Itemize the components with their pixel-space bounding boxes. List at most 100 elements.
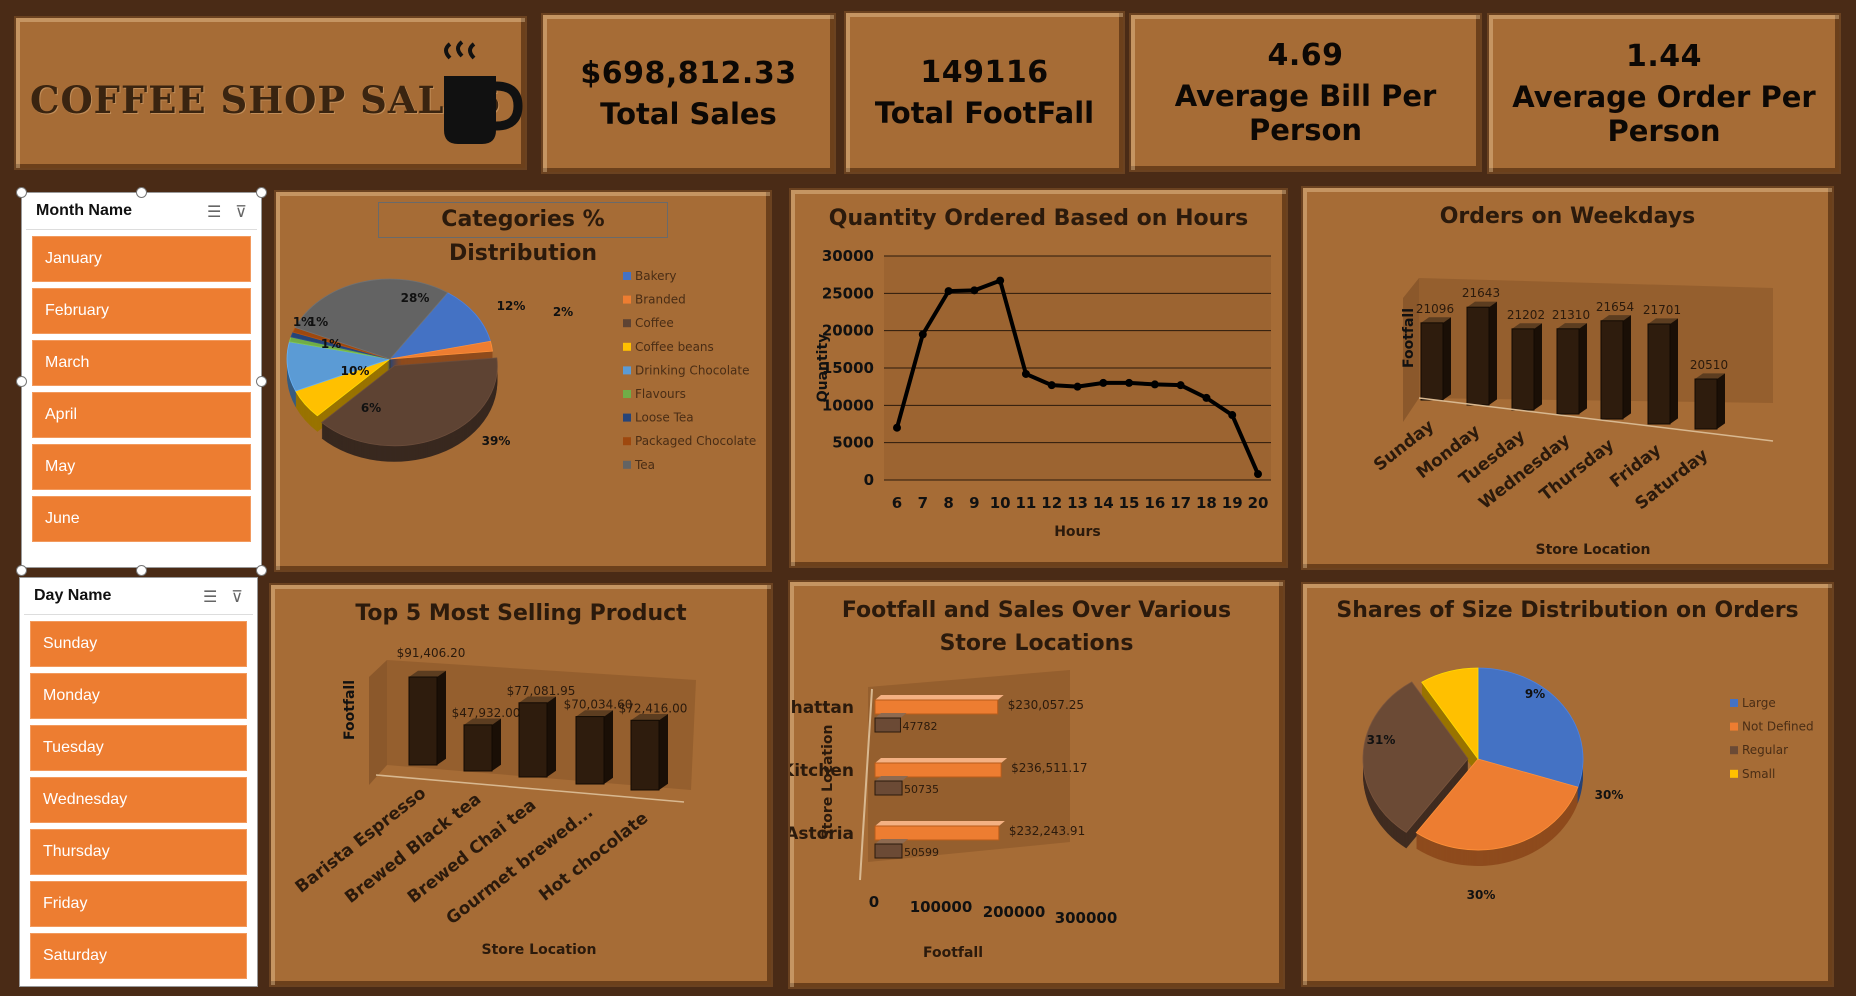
slicer-item-wednesday[interactable]: Wednesday: [30, 777, 247, 823]
resize-handle[interactable]: [136, 187, 147, 198]
data-label: $47,932.00: [452, 706, 521, 720]
data-label: 10%: [341, 364, 370, 378]
slicer-item-february[interactable]: February: [32, 288, 251, 334]
legend-swatch: [623, 295, 631, 304]
dashboard-title: COFFEE SHOP SALES: [30, 78, 502, 122]
resize-handle[interactable]: [136, 565, 147, 576]
legend-entry: Regular: [1742, 743, 1788, 757]
x-tick-label: 7: [918, 494, 928, 512]
resize-handle[interactable]: [256, 565, 267, 576]
multi-select-icon[interactable]: ☰: [206, 201, 222, 221]
sizes-chart-panel[interactable]: Shares of Size Distribution on Orders 30…: [1303, 584, 1832, 985]
legend-entry: Small: [1742, 767, 1775, 781]
data-label: $70,034.60: [564, 698, 633, 712]
stores-bar-chart: $230,057.25 47782 Lower Manhattan $236,511.…: [790, 670, 1118, 961]
x-tick-label: 9: [969, 494, 979, 512]
x-tick-label: 6: [892, 494, 902, 512]
slicer-item-april[interactable]: April: [32, 392, 251, 438]
weekdays-chart-panel[interactable]: Orders on Weekdays 21096 Sunday 21643 Monda…: [1303, 188, 1832, 568]
data-label: 50599: [904, 846, 939, 859]
hours-line-chart: 0 5000 10000 15000 20000 25000 30000 6 7 8 9 10 11 12…: [815, 247, 1271, 540]
data-label: 21310: [1552, 308, 1590, 322]
bar: [463, 724, 493, 772]
y-tick-label: Astoria: [790, 824, 854, 844]
resize-handle[interactable]: [256, 376, 267, 387]
x-axis-title: Hours: [1054, 524, 1101, 540]
bar-side: [1717, 373, 1725, 429]
day-slicer[interactable]: Day Name ☰ ⊽ Sunday Monday Tuesday Wedne…: [19, 577, 258, 987]
slicer-item-march[interactable]: March: [32, 340, 251, 386]
hours-chart-panel[interactable]: Quantity Ordered Based on Hours 0 5000 100…: [791, 190, 1286, 566]
bar: [630, 719, 660, 791]
month-slicer[interactable]: Month Name ☰ ⊽ January February March Ap…: [21, 192, 262, 568]
resize-handle[interactable]: [16, 187, 27, 198]
slicer-item-monday[interactable]: Monday: [30, 673, 247, 719]
slicer-item-sunday[interactable]: Sunday: [30, 621, 247, 667]
slicer-item-tuesday[interactable]: Tuesday: [30, 725, 247, 771]
y-tick-label: 15000: [822, 359, 874, 377]
data-label: 21096: [1416, 302, 1454, 316]
resize-handle[interactable]: [16, 376, 27, 387]
clear-filter-icon[interactable]: ⊽: [231, 586, 243, 606]
slicer-item-may[interactable]: May: [32, 444, 251, 490]
chart-title: Quantity Ordered Based on Hours: [828, 206, 1249, 231]
resize-handle[interactable]: [256, 187, 267, 198]
data-point: [1073, 382, 1082, 391]
pie-slice-coffee: [321, 357, 498, 447]
slicer-item-june[interactable]: June: [32, 496, 251, 542]
slicer-item-saturday[interactable]: Saturday: [30, 933, 247, 979]
y-tick-label: Lower Manhattan: [790, 698, 854, 718]
back-wall: [1419, 278, 1773, 403]
clear-filter-icon[interactable]: ⊽: [235, 201, 247, 221]
slicer-item-thursday[interactable]: Thursday: [30, 829, 247, 875]
x-tick-label: 16: [1144, 494, 1165, 512]
data-label: 30%: [1595, 788, 1624, 802]
stores-chart-panel[interactable]: Footfall and Sales Over Various Store Lo…: [790, 582, 1283, 987]
y-tick-label: 20000: [822, 322, 874, 340]
x-tick-label: 8: [943, 494, 953, 512]
y-axis-title: Quantity: [815, 334, 831, 403]
x-tick-label: 300000: [1055, 909, 1118, 927]
y-tick-label: 10000: [822, 396, 874, 414]
data-label: 21654: [1596, 300, 1634, 314]
bar-top: [464, 718, 501, 725]
x-tick-label: Hot chocolate: [535, 808, 652, 905]
resize-handle[interactable]: [16, 565, 27, 576]
x-tick-label: 15: [1119, 494, 1140, 512]
categories-chart-panel[interactable]: Categories % Distribution 12% 2% 39% 6% 10% 1…: [276, 192, 770, 570]
data-label: 21202: [1507, 308, 1545, 322]
kpi-total-sales: $698,812.33 Total Sales: [543, 15, 834, 172]
data-point: [1202, 393, 1211, 402]
bar-top: [1557, 323, 1587, 329]
x-tick-label: 18: [1196, 494, 1217, 512]
top5-chart-panel[interactable]: Top 5 Most Selling Product $91,406.20 Bar…: [271, 585, 771, 985]
y-tick-label: 25000: [822, 284, 874, 302]
slicer-item-friday[interactable]: Friday: [30, 881, 247, 927]
data-label: 1%: [308, 315, 328, 329]
bar-top: [519, 696, 556, 703]
slicer-title: Month Name: [36, 202, 132, 219]
chart-title: Categories % Distribution: [378, 202, 668, 266]
footfall-bar: [874, 717, 901, 733]
multi-select-icon[interactable]: ☰: [202, 586, 218, 606]
legend-entry: Flavours: [635, 387, 686, 401]
x-tick-label: 14: [1093, 494, 1114, 512]
bar: [1511, 328, 1535, 411]
kpi-average-order: 1.44 Average Order Per Person: [1489, 15, 1839, 172]
data-label: 9%: [1525, 687, 1545, 701]
legend-entry: Loose Tea: [635, 411, 694, 425]
sales-bar: [874, 825, 1000, 841]
slicer-item-january[interactable]: January: [32, 236, 251, 282]
data-point: [1047, 381, 1056, 390]
bar-side: [1443, 317, 1451, 400]
legend-swatch: [1730, 699, 1738, 707]
pie-slice-not-defined: [1415, 758, 1579, 851]
pie-slice-branded: [389, 340, 493, 360]
data-point: [1150, 380, 1159, 389]
x-tick-label: 0: [869, 893, 879, 911]
data-label: $230,057.25: [1008, 698, 1084, 712]
side-wall: [1403, 278, 1419, 422]
chart-title: Orders on Weekdays: [1439, 204, 1696, 229]
bar-top: [875, 695, 1004, 700]
legend-swatch: [623, 437, 631, 446]
